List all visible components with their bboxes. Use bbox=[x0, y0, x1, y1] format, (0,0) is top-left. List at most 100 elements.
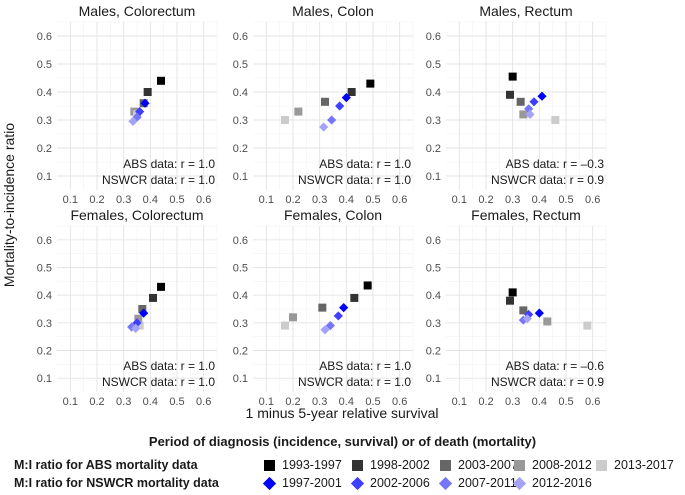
abs-point bbox=[543, 317, 552, 326]
diamond-marker-icon bbox=[350, 476, 365, 491]
abs-point bbox=[143, 88, 152, 96]
nswcr-point bbox=[341, 93, 351, 103]
legend-label: 2008-2012 bbox=[532, 458, 592, 472]
panel-title: Females, Colorectum bbox=[70, 207, 203, 223]
diamond-marker-icon bbox=[262, 476, 277, 491]
x-tick-label: 0.2 bbox=[478, 396, 493, 408]
square-marker-icon bbox=[514, 460, 525, 471]
panel-title: Males, Colon bbox=[292, 3, 374, 19]
y-tick-label: 0.4 bbox=[233, 290, 248, 302]
y-tick-label: 0.2 bbox=[37, 143, 52, 155]
abs-point bbox=[516, 97, 525, 106]
diamond-marker-icon bbox=[438, 476, 453, 491]
nswcr-point bbox=[325, 321, 335, 331]
nswcr-point bbox=[537, 91, 547, 101]
nswcr-point bbox=[131, 323, 141, 333]
x-tick-label: 0.5 bbox=[365, 396, 380, 408]
y-tick-label: 0.2 bbox=[426, 143, 441, 155]
facet-panel-6: Females, Rectum 0.1 0.2 0.3 0.4 0.5 0.6 0.1 0.2 0… bbox=[426, 207, 607, 408]
y-tick-label: 0.5 bbox=[426, 59, 441, 71]
nswcr-point bbox=[518, 315, 528, 325]
nswcr-point bbox=[522, 314, 532, 324]
square-marker-icon bbox=[264, 460, 275, 471]
abs-point bbox=[157, 76, 165, 85]
abs-point bbox=[157, 282, 165, 291]
abs-point bbox=[551, 116, 560, 124]
legend-label: 1993-1997 bbox=[282, 458, 342, 472]
y-tick-label: 0.5 bbox=[37, 59, 52, 71]
panel-title: Males, Colorectum bbox=[79, 3, 196, 19]
y-tick-label: 0.6 bbox=[426, 31, 441, 43]
y-tick-label: 0.4 bbox=[426, 87, 441, 99]
y-tick-label: 0.3 bbox=[426, 115, 441, 127]
nswcr-point bbox=[327, 115, 337, 125]
x-tick-label: 0.6 bbox=[585, 194, 600, 206]
x-tick-label: 0.5 bbox=[558, 194, 573, 206]
nswcr-point bbox=[524, 309, 534, 320]
y-tick-label: 0.2 bbox=[37, 346, 52, 358]
nswcr-point bbox=[525, 109, 535, 119]
y-tick-label: 0.5 bbox=[426, 263, 441, 275]
correlation-annotation: NSWCR data: r = 0.9 bbox=[491, 173, 604, 187]
legend-label: 2002-2006 bbox=[370, 476, 430, 490]
x-tick-label: 0.3 bbox=[116, 396, 131, 408]
x-tick-label: 0.4 bbox=[143, 396, 158, 408]
y-tick-label: 0.4 bbox=[37, 290, 52, 302]
x-tick-label: 0.5 bbox=[169, 396, 184, 408]
y-tick-label: 0.6 bbox=[233, 235, 248, 247]
x-tick-label: 0.2 bbox=[478, 194, 493, 206]
y-tick-label: 0.6 bbox=[37, 31, 52, 43]
nswcr-point bbox=[320, 325, 330, 335]
y-tick-label: 0.1 bbox=[37, 171, 52, 183]
y-tick-label: 0.4 bbox=[426, 290, 441, 302]
chart-canvas: Mortality-to-incidence ratio 1 minus 5-ye… bbox=[1, 3, 607, 421]
facet-panel-3: Males, Rectum 0.1 0.2 0.3 0.4 0.5 0.6 0.1 0.2 0.3… bbox=[426, 3, 607, 206]
y-tick-label: 0.3 bbox=[233, 115, 248, 127]
abs-point bbox=[294, 107, 303, 116]
facet-panel-2: Males, Colon 0.1 0.2 0.3 0.4 0.5 0.6 0.1 0.2 0.3 0… bbox=[233, 3, 414, 206]
abs-point bbox=[134, 314, 143, 323]
legend-label: 2013-2017 bbox=[614, 458, 674, 472]
correlation-annotation: ABS data: r = 1.0 bbox=[319, 157, 411, 171]
legend-label: 1997-2001 bbox=[282, 476, 342, 490]
x-tick-label: 0.1 bbox=[63, 396, 78, 408]
y-tick-label: 0.1 bbox=[233, 373, 248, 385]
x-tick-label: 0.2 bbox=[89, 396, 104, 408]
x-tick-label: 0.2 bbox=[89, 194, 104, 206]
abs-point bbox=[350, 293, 359, 302]
abs-point bbox=[508, 288, 517, 297]
nswcr-point bbox=[333, 311, 343, 321]
y-tick-label: 0.6 bbox=[37, 235, 52, 247]
correlation-annotation: ABS data: r = 1.0 bbox=[319, 359, 411, 373]
x-tick-label: 0.3 bbox=[505, 194, 520, 206]
abs-point bbox=[149, 293, 157, 302]
abs-point bbox=[519, 306, 528, 315]
x-tick-label: 0.6 bbox=[392, 194, 407, 206]
square-marker-icon bbox=[352, 460, 363, 471]
x-tick-label: 0.4 bbox=[143, 194, 158, 206]
abs-point bbox=[318, 303, 327, 312]
y-tick-label: 0.5 bbox=[233, 263, 248, 275]
correlation-annotation: NSWCR data: r = 1.0 bbox=[298, 375, 411, 389]
abs-point bbox=[281, 321, 289, 330]
legend: Period of diagnosis (incidence, survival… bbox=[0, 432, 685, 495]
x-tick-label: 0.5 bbox=[558, 396, 573, 408]
facet-panel-5: Females, Colon 0.1 0.2 0.3 0.4 0.5 0.6 0.1 0.2 0.… bbox=[233, 207, 414, 408]
x-tick-label: 0.1 bbox=[259, 194, 274, 206]
x-tick-label: 0.4 bbox=[532, 194, 547, 206]
abs-point bbox=[138, 305, 147, 313]
y-tick-label: 0.6 bbox=[426, 235, 441, 247]
abs-point bbox=[281, 116, 289, 124]
abs-point bbox=[135, 321, 144, 330]
y-tick-label: 0.3 bbox=[233, 318, 248, 330]
x-tick-label: 0.4 bbox=[532, 396, 547, 408]
y-tick-label: 0.3 bbox=[37, 115, 52, 127]
y-tick-label: 0.2 bbox=[426, 346, 441, 358]
abs-point bbox=[366, 79, 375, 88]
x-tick-label: 0.3 bbox=[312, 194, 327, 206]
x-tick-label: 0.1 bbox=[259, 396, 274, 408]
correlation-annotation: NSWCR data: r = 0.9 bbox=[491, 375, 604, 389]
x-tick-label: 0.1 bbox=[452, 194, 467, 206]
abs-point bbox=[321, 97, 329, 106]
